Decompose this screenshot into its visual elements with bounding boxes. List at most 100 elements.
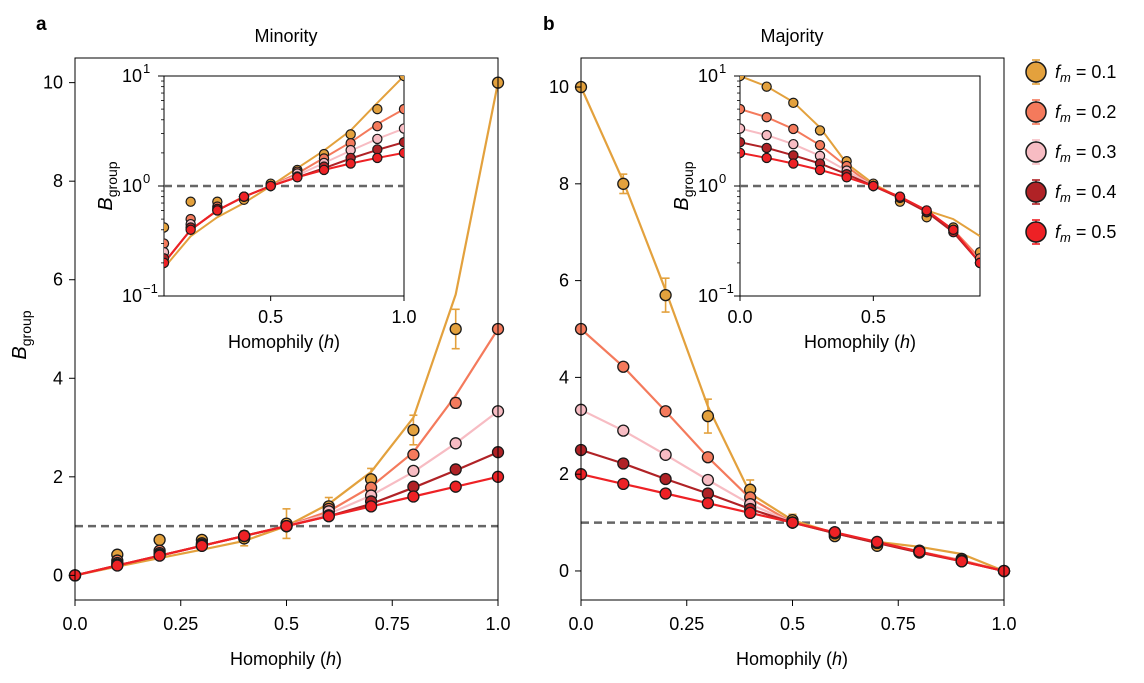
inset-data-point [185,196,196,207]
inset-data-point [894,191,906,202]
inset-x-tick-label: 0.0 [727,307,752,327]
data-point [238,529,251,543]
inset-data-point [398,103,404,115]
legend-label: fm = 0.1 [1055,62,1116,85]
data-point [407,490,420,503]
inset-y-tick-exponent: 0 [143,171,150,186]
inset-series-line [740,151,980,264]
inset-data-point [814,139,826,151]
x-tick-label: 0.75 [375,614,410,634]
inset-data-point [740,103,746,115]
legend-label: fm = 0.5 [1055,222,1116,245]
data-point [617,424,630,437]
data-point [828,526,841,539]
data-point [701,473,715,487]
inset-data-point [814,125,826,136]
data-point [111,559,124,572]
data-point [449,322,462,336]
svg-text:Bgroup: Bgroup [671,161,696,210]
x-tick-label: 0.75 [881,614,916,634]
data-point [744,506,757,520]
legend-marker [1025,101,1047,123]
panel-a-letter: a [36,14,47,35]
inset-y-tick-exponent: −1 [719,281,734,296]
y-tick-label: 6 [559,271,569,291]
data-point [407,448,420,461]
x-tick-label: 1.0 [991,614,1016,634]
inset-data-point [740,147,746,159]
x-tick-label: 0.5 [274,614,299,634]
data-point [701,497,715,510]
inset-y-tick-label: 10 [698,176,718,196]
legend-marker [1025,61,1047,83]
inset-data-point [265,180,276,192]
inset-y-tick-exponent: 1 [719,61,726,76]
inset-data-point [372,152,383,164]
svg-text:Bgroup: Bgroup [95,161,120,210]
series-line [580,328,1005,573]
inset-data-point [761,112,772,123]
legend-label: fm = 0.4 [1055,182,1116,205]
y-tick-label: 10 [43,73,63,93]
inset-data-point [345,158,356,169]
inset-data-point [761,129,772,141]
inset-y-tick-label: 10 [698,66,718,86]
panel-b-xlabel: Homophily (h) [736,649,848,669]
inset-data-point [788,158,799,169]
x-tick-label: 0.25 [669,614,704,634]
inset-data-point [740,123,746,134]
inset-data-point [372,103,383,115]
inset-y-tick-exponent: 1 [143,61,150,76]
inset-xlabel: Homophily (h) [228,332,340,352]
y-tick-label: 0 [53,565,63,585]
data-point [449,463,462,476]
data-point [659,288,672,302]
inset-data-point [788,97,799,109]
inset-series-line [164,151,404,264]
ylabel-main: B [9,346,31,359]
inset-data-point [164,257,170,269]
inset-x-tick-label: 1.0 [391,307,416,327]
y-tick-label: 8 [53,171,63,191]
y-tick-label: 4 [53,368,63,388]
data-point [955,555,968,568]
data-point [322,510,335,523]
data-point [617,360,630,373]
y-tick-label: 6 [53,270,63,290]
data-point [280,519,293,533]
inset-plot-area [164,76,404,269]
series-line [74,410,499,577]
inset-data-point [921,205,932,216]
inset-y-tick-label: 10 [122,66,142,86]
legend: fm = 0.1 fm = 0.2 fm = 0.3 fm = 0.4 fm = 0.5 [1025,59,1116,245]
data-point [449,480,462,493]
y-tick-label: 2 [53,467,63,487]
panel-a-ylabel: Bgroup [9,310,34,359]
inset-y-tick-exponent: 0 [719,171,726,186]
data-point [659,487,672,500]
data-point [701,451,715,464]
legend-label: fm = 0.2 [1055,102,1116,125]
ylabel-sub: group [18,310,34,346]
data-point [870,535,884,549]
data-point [617,177,630,190]
y-tick-label: 10 [549,77,569,97]
inset-y-tick-exponent: −1 [143,281,158,296]
inset-series-line [740,76,980,238]
inset-data-point [372,133,383,145]
inset-data-point [788,123,799,135]
inset-data-point [398,123,404,134]
inset-y-tick-label: 10 [122,286,142,306]
data-point [153,533,166,547]
inset-data-point [788,138,799,150]
data-point [449,396,462,410]
inset-data-point [318,164,330,176]
x-tick-label: 1.0 [485,614,510,634]
panel-b-title: Majority [760,26,823,46]
data-point [659,405,672,418]
inset-y-tick-label: 10 [122,176,142,196]
inset-x-tick-label: 0.5 [861,307,886,327]
